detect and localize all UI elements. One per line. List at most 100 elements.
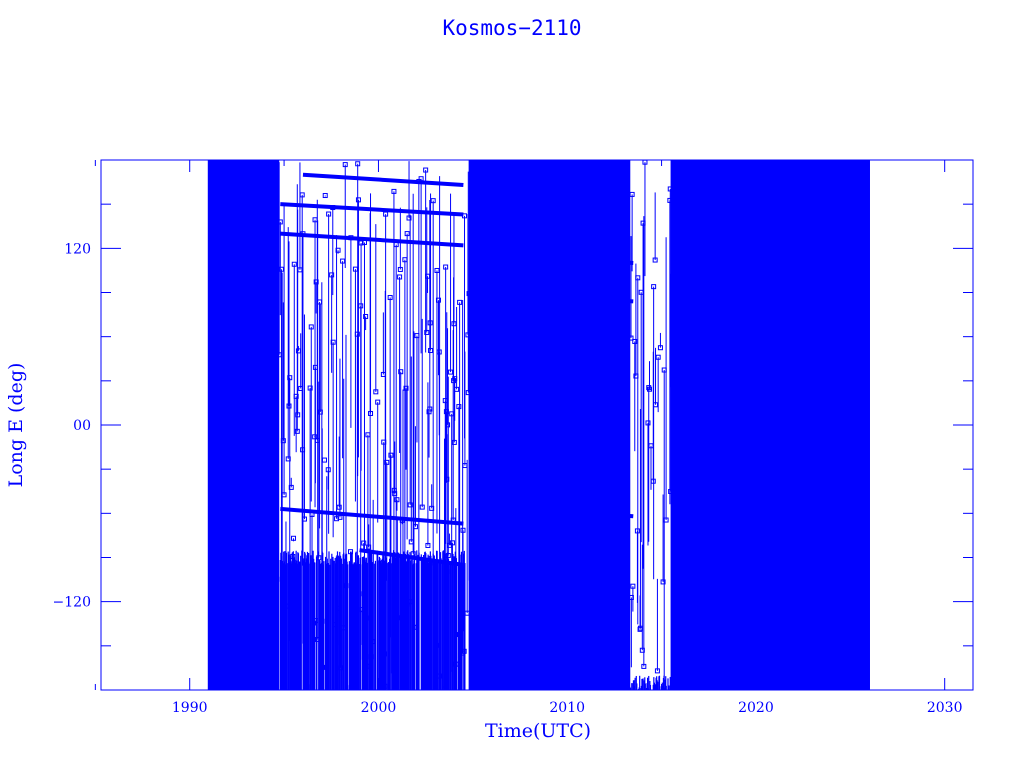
data-point <box>629 191 635 197</box>
chart-title: Kosmos−2110 <box>442 16 582 40</box>
x-tick-label: 2020 <box>738 700 774 716</box>
x-tick-label: 2000 <box>361 700 397 716</box>
data-point <box>384 459 390 465</box>
data-point <box>419 504 425 510</box>
data-point <box>628 335 634 341</box>
data-point <box>358 240 364 246</box>
data-point <box>403 385 409 391</box>
data-point <box>454 386 460 392</box>
drift-track <box>280 202 464 217</box>
drift-track <box>359 548 464 567</box>
data-point <box>652 257 658 263</box>
x-tick-label: 2030 <box>927 700 963 716</box>
data-point <box>375 399 381 405</box>
data-point <box>388 452 394 458</box>
data-point <box>406 215 412 221</box>
data-point <box>387 295 393 301</box>
data-point <box>334 516 340 522</box>
data-marks <box>207 160 870 690</box>
data-point <box>404 231 410 237</box>
data-point <box>448 369 454 375</box>
data-point <box>363 314 369 320</box>
axes: 1990 2000 2010 2020 2030 120 00 −120 <box>53 160 973 716</box>
data-point <box>278 266 284 272</box>
data-point <box>281 492 287 498</box>
data-point <box>329 272 335 278</box>
data-point <box>426 409 432 415</box>
drift-track <box>280 506 464 526</box>
data-point <box>322 193 328 199</box>
data-point <box>391 188 397 194</box>
data-point <box>373 389 379 395</box>
data-point <box>288 484 294 490</box>
data-point <box>407 502 413 508</box>
data-point <box>299 192 305 198</box>
data-point <box>456 404 462 410</box>
data-point <box>280 438 286 444</box>
x-tick-label: 2010 <box>549 700 585 716</box>
data-point <box>451 321 457 327</box>
drift-track <box>529 293 634 304</box>
data-point <box>641 663 647 669</box>
drift-track <box>491 253 634 266</box>
data-point <box>651 284 657 290</box>
data-point <box>340 258 346 264</box>
data-point <box>632 338 638 344</box>
data-point <box>427 406 433 412</box>
data-point <box>445 422 451 428</box>
data-point <box>361 540 367 546</box>
data-point <box>336 504 342 510</box>
y-tick-label: 00 <box>73 418 91 434</box>
data-point <box>660 579 666 585</box>
data-point <box>635 275 641 281</box>
data-point <box>434 267 440 273</box>
data-point <box>451 439 457 445</box>
data-point <box>646 386 652 392</box>
data-point <box>425 542 431 548</box>
data-point <box>397 274 403 280</box>
data-point <box>301 516 307 522</box>
data-point <box>291 261 297 267</box>
data-point <box>653 402 659 408</box>
data-point <box>291 535 297 541</box>
data-point <box>457 299 463 305</box>
data-point <box>330 339 336 345</box>
data-point <box>412 524 418 530</box>
data-point <box>308 324 314 330</box>
data-point <box>355 161 361 167</box>
data-point <box>443 264 449 270</box>
data-point <box>654 668 660 674</box>
data-point <box>295 412 301 418</box>
data-point <box>394 497 400 503</box>
data-point <box>286 403 292 409</box>
data-point <box>423 167 429 173</box>
data-point <box>287 375 293 381</box>
x-axis-label: Time(UTC) <box>484 720 592 742</box>
data-point <box>294 428 300 434</box>
data-point <box>424 329 430 335</box>
data-point <box>630 583 636 589</box>
data-point <box>663 517 669 523</box>
drift-track <box>491 503 634 519</box>
data-point <box>398 369 404 375</box>
data-point <box>355 197 361 203</box>
data-point <box>321 457 327 463</box>
drift-track <box>280 231 464 248</box>
data-point <box>277 219 283 225</box>
x-tick-label: 1990 <box>172 700 208 716</box>
data-point <box>645 420 651 426</box>
data-point <box>430 198 436 204</box>
y-tick-label: −120 <box>53 595 91 611</box>
data-point <box>342 162 348 168</box>
drift-track <box>302 172 464 188</box>
data-point <box>428 347 434 353</box>
data-point <box>307 385 313 391</box>
data-point <box>397 266 403 272</box>
data-point <box>657 345 663 351</box>
data-point <box>449 540 455 546</box>
data-point <box>335 247 341 253</box>
data-point <box>460 527 466 533</box>
data-point <box>655 354 661 360</box>
data-point <box>368 410 374 416</box>
